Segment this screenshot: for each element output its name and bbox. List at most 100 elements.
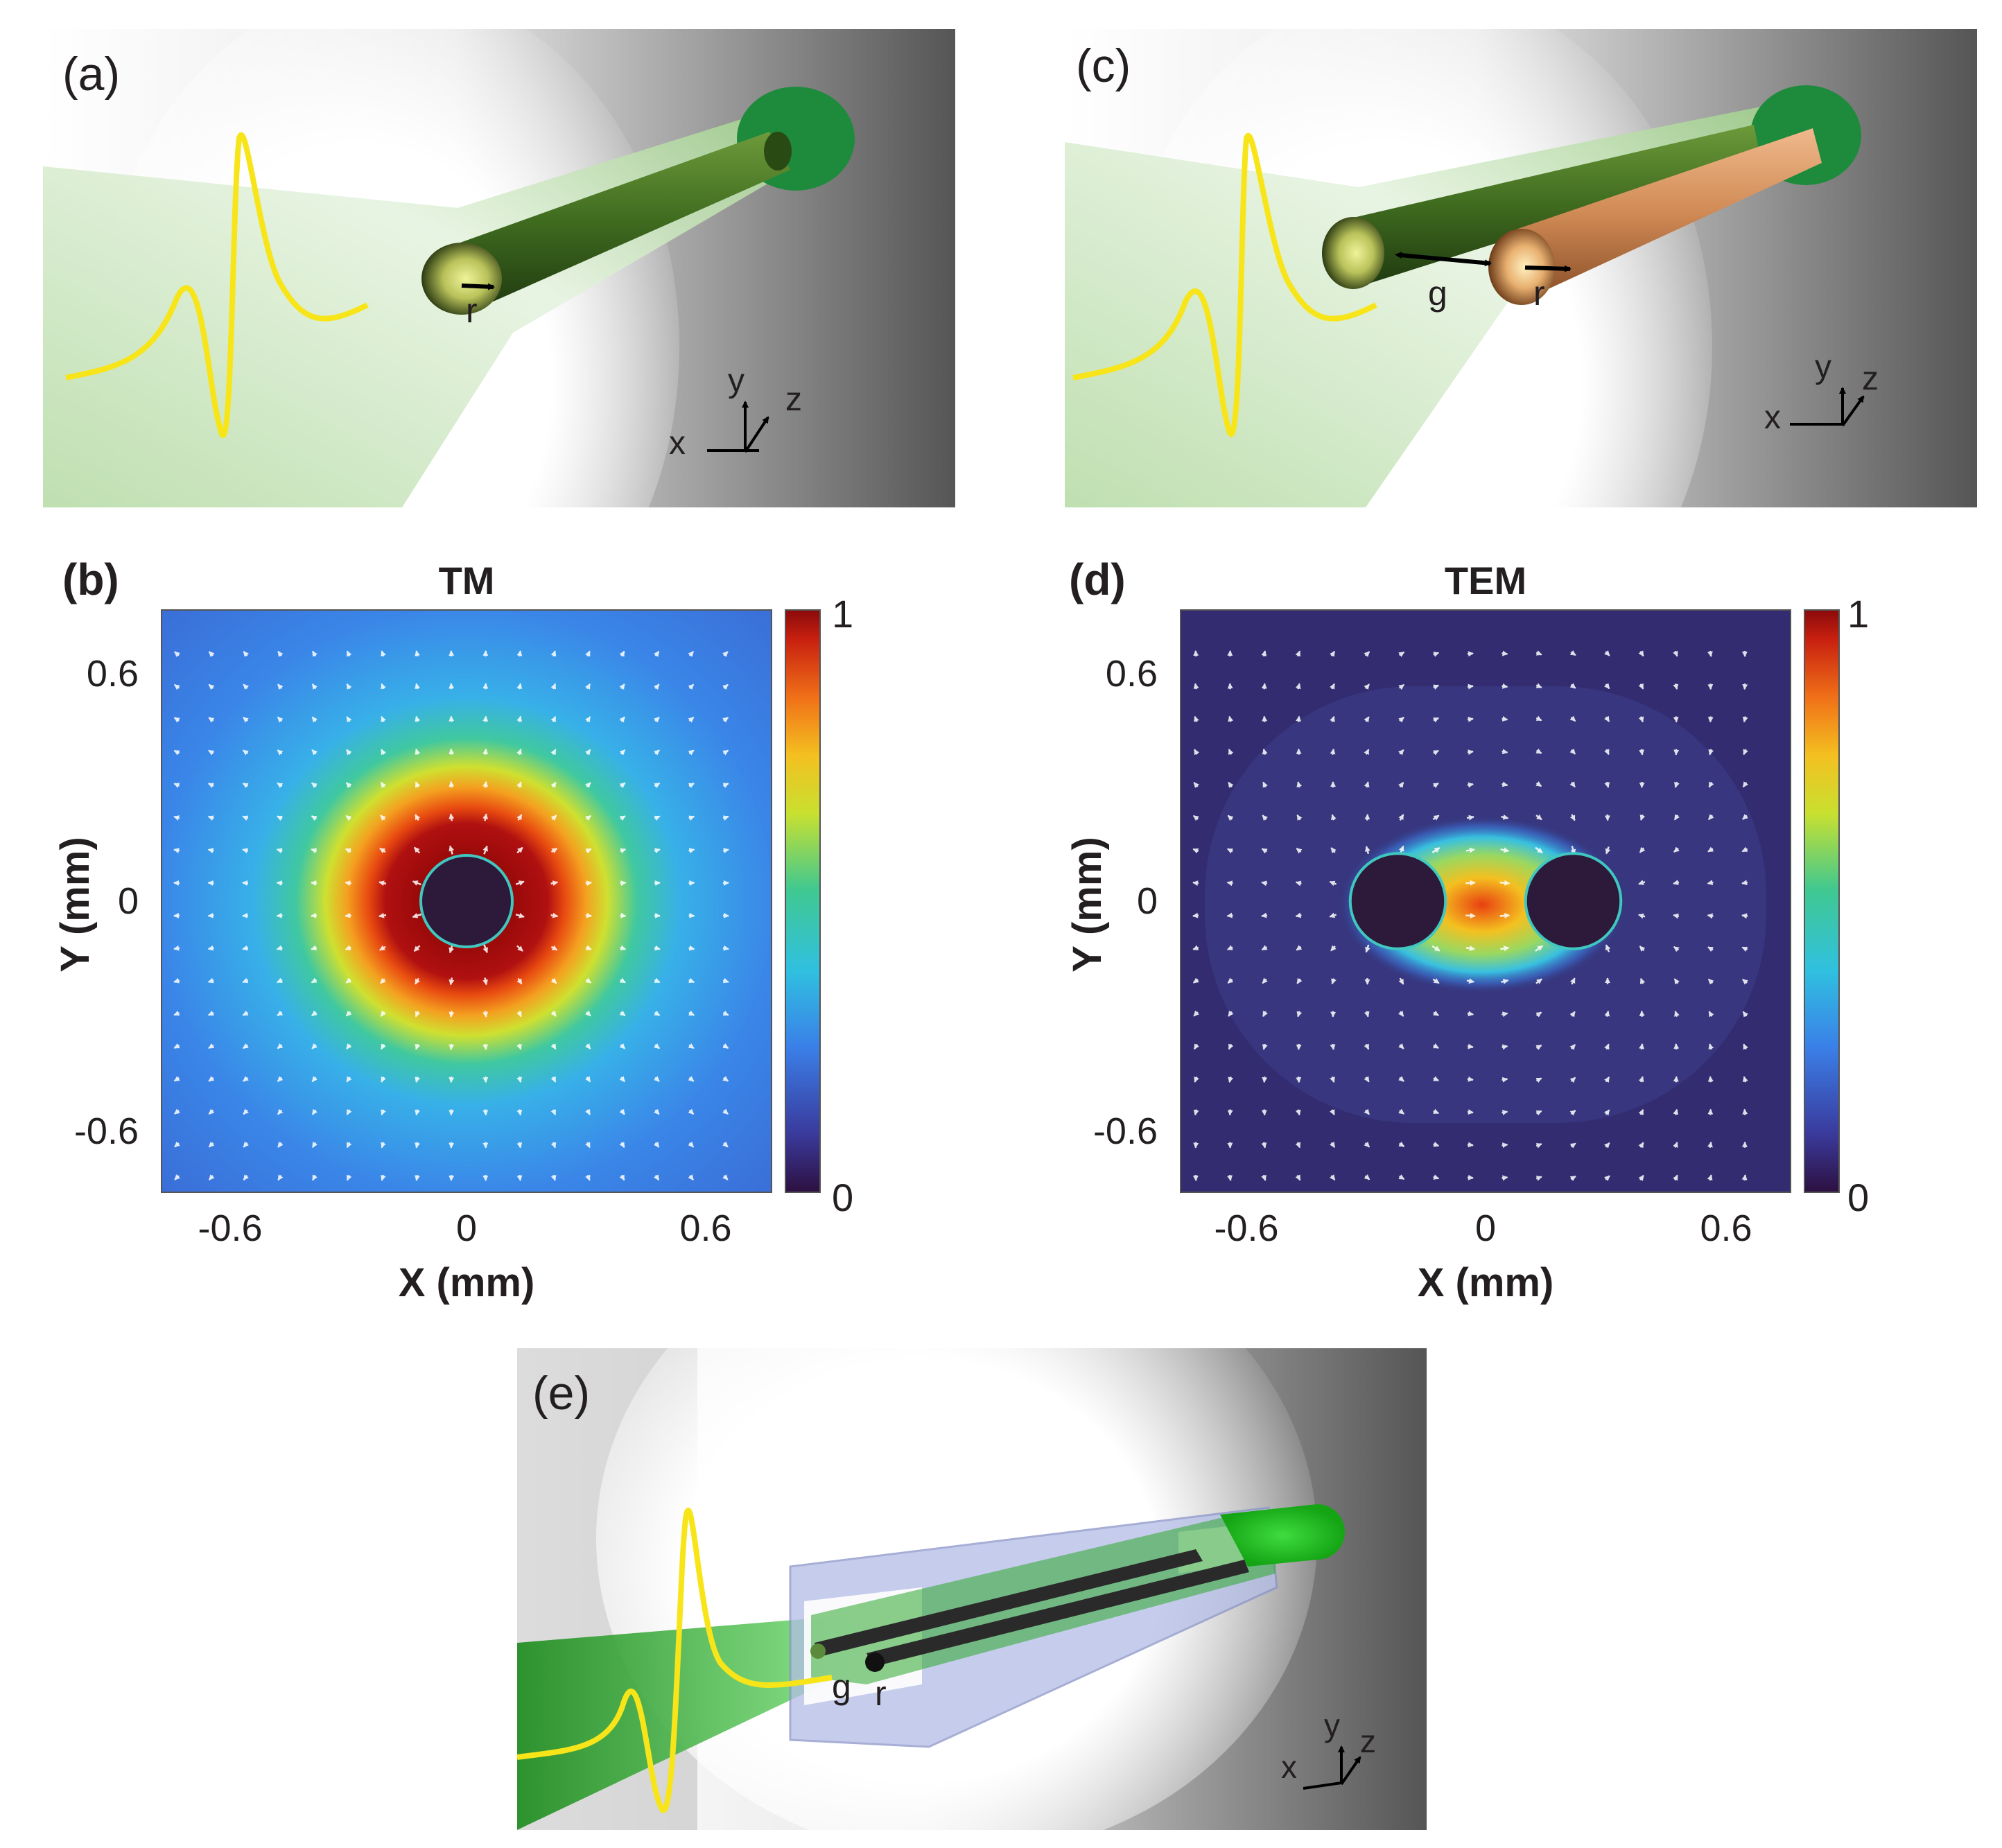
field-arrow	[619, 683, 625, 690]
panel-b-label: (b)	[62, 555, 119, 604]
panel-a-r-arrow	[461, 283, 495, 290]
field-arrow	[1262, 748, 1268, 755]
field-arrow	[173, 1043, 180, 1049]
field-arrow	[1330, 748, 1336, 755]
panel-a-wire-far-end	[764, 132, 792, 171]
field-arrow	[482, 1109, 489, 1116]
field-arrow	[1466, 814, 1474, 821]
field-arrow	[1535, 683, 1542, 688]
field-arrow	[449, 715, 455, 722]
field-arrow	[242, 815, 249, 821]
field-arrow	[585, 782, 591, 788]
field-arrow	[1398, 683, 1405, 690]
field-arrow	[346, 1108, 352, 1115]
field-arrow	[1741, 846, 1748, 853]
panel-d-colorbar-min: 0	[1847, 1176, 1869, 1219]
field-arrow	[1604, 1109, 1610, 1116]
field-arrow	[311, 848, 317, 854]
field-arrow	[550, 1076, 557, 1083]
panel-d-conductor-left	[1348, 852, 1447, 950]
field-arrow	[1569, 683, 1576, 689]
field-arrow	[482, 845, 488, 855]
panel-b-xtick: -0.6	[198, 1208, 262, 1249]
panel-d-title: TEM	[1445, 559, 1526, 602]
field-arrow	[1364, 813, 1370, 821]
field-arrow	[722, 1141, 729, 1148]
field-arrow	[585, 1043, 591, 1049]
field-arrow	[1295, 912, 1302, 918]
field-arrow	[550, 1174, 557, 1181]
panel-b-conductor	[419, 854, 514, 948]
field-arrow	[1432, 1043, 1439, 1049]
panel-c-g-arrow	[1395, 252, 1492, 267]
field-arrow	[516, 1109, 523, 1116]
field-arrow	[1226, 912, 1233, 918]
panel-d-ytick: 0	[1137, 880, 1158, 922]
field-arrow	[208, 749, 215, 756]
field-arrow	[654, 650, 660, 657]
field-arrow	[516, 846, 523, 854]
field-arrow	[1673, 880, 1680, 885]
field-arrow	[1295, 880, 1302, 887]
field-arrow	[482, 1174, 489, 1181]
field-arrow	[415, 683, 421, 690]
panel-c-axis-y-label: y	[1815, 349, 1831, 385]
field-arrow	[243, 651, 249, 657]
field-arrow	[1330, 1174, 1336, 1180]
field-arrow	[1330, 683, 1335, 690]
field-arrow	[1673, 1043, 1680, 1050]
field-arrow	[722, 783, 729, 788]
field-arrow	[654, 1076, 660, 1082]
field-arrow	[688, 716, 695, 723]
field-arrow	[1742, 1076, 1748, 1083]
field-arrow	[242, 1043, 249, 1049]
field-arrow	[1638, 1142, 1644, 1149]
field-arrow	[1674, 781, 1680, 788]
field-arrow	[1228, 749, 1234, 756]
field-arrow	[1673, 1076, 1679, 1083]
field-arrow	[722, 1076, 729, 1082]
field-arrow	[173, 783, 180, 788]
field-arrow	[173, 880, 180, 886]
field-arrow	[277, 1076, 284, 1082]
field-arrow	[722, 1108, 729, 1115]
field-arrow	[1296, 781, 1303, 788]
field-arrow	[516, 1174, 523, 1181]
field-arrow	[173, 945, 180, 951]
field-arrow	[381, 1109, 386, 1116]
panel-a	[43, 29, 955, 507]
field-arrow	[1295, 1174, 1301, 1181]
field-arrow	[654, 1108, 660, 1115]
field-arrow	[1673, 814, 1680, 821]
field-arrow	[174, 1174, 180, 1180]
field-arrow	[1433, 1108, 1440, 1115]
field-arrow	[516, 1011, 522, 1018]
field-arrow	[1228, 781, 1234, 788]
panel-e-wire-left	[815, 1549, 1203, 1657]
field-arrow	[1295, 1109, 1301, 1116]
field-arrow	[482, 1076, 489, 1083]
field-arrow	[378, 880, 387, 887]
field-arrow	[619, 815, 626, 821]
field-arrow	[311, 716, 317, 723]
field-arrow	[449, 1109, 455, 1116]
field-arrow	[208, 717, 215, 723]
field-arrow	[415, 1076, 421, 1083]
panel-a-axis-x-label: x	[669, 425, 686, 462]
field-arrow	[1364, 1141, 1370, 1148]
field-arrow	[1569, 1011, 1576, 1018]
field-arrow	[1192, 880, 1199, 887]
field-arrow	[1467, 1109, 1474, 1115]
field-arrow	[1261, 880, 1268, 887]
field-arrow	[516, 945, 523, 952]
field-arrow	[1707, 683, 1714, 690]
field-arrow	[1742, 978, 1748, 985]
field-arrow	[1193, 782, 1199, 788]
field-arrow	[276, 848, 283, 854]
field-arrow	[1569, 650, 1576, 656]
field-arrow	[277, 1108, 284, 1115]
field-arrow	[1707, 946, 1714, 952]
field-arrow	[688, 749, 695, 756]
field-arrow	[688, 1108, 695, 1115]
field-arrow	[722, 880, 729, 886]
